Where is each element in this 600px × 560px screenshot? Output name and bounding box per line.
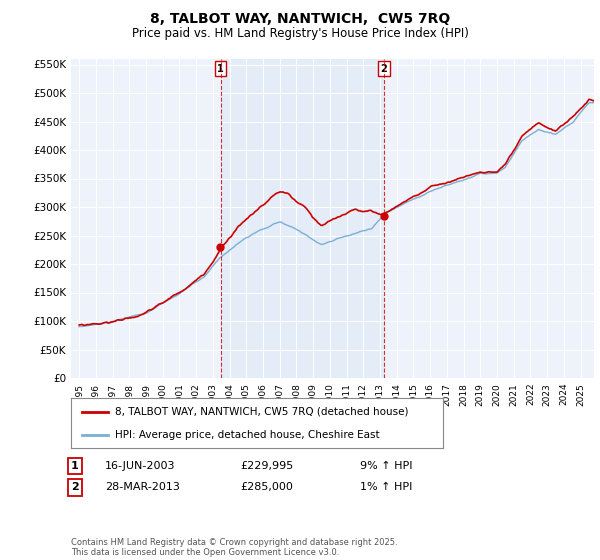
- Text: 2: 2: [71, 482, 79, 492]
- Text: 8, TALBOT WAY, NANTWICH,  CW5 7RQ: 8, TALBOT WAY, NANTWICH, CW5 7RQ: [150, 12, 450, 26]
- Text: Price paid vs. HM Land Registry's House Price Index (HPI): Price paid vs. HM Land Registry's House …: [131, 27, 469, 40]
- Text: 9% ↑ HPI: 9% ↑ HPI: [360, 461, 413, 471]
- Text: HPI: Average price, detached house, Cheshire East: HPI: Average price, detached house, Ches…: [115, 431, 380, 440]
- Text: Contains HM Land Registry data © Crown copyright and database right 2025.
This d: Contains HM Land Registry data © Crown c…: [71, 538, 397, 557]
- Text: 16-JUN-2003: 16-JUN-2003: [105, 461, 176, 471]
- Text: 1% ↑ HPI: 1% ↑ HPI: [360, 482, 412, 492]
- Bar: [221, 59, 384, 378]
- Text: 1: 1: [71, 461, 79, 471]
- Text: 28-MAR-2013: 28-MAR-2013: [105, 482, 180, 492]
- Text: 1: 1: [217, 64, 224, 73]
- Text: £285,000: £285,000: [240, 482, 293, 492]
- Text: 8, TALBOT WAY, NANTWICH, CW5 7RQ (detached house): 8, TALBOT WAY, NANTWICH, CW5 7RQ (detach…: [115, 407, 409, 417]
- Text: 2: 2: [380, 64, 388, 73]
- Text: £229,995: £229,995: [240, 461, 293, 471]
